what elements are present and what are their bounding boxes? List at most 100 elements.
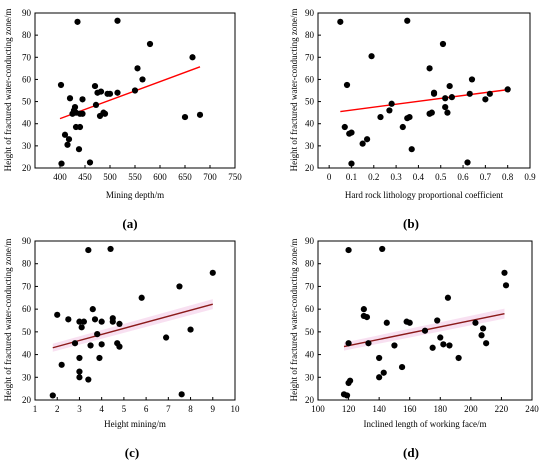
chart-b-yticks: 20 30 40 50 60 70 80 90	[305, 8, 321, 173]
x-tick-label: 5	[122, 404, 127, 414]
data-point	[76, 368, 83, 375]
data-point	[343, 81, 351, 89]
x-tick-label: 600	[153, 172, 167, 182]
data-point	[114, 17, 121, 24]
data-point	[209, 269, 216, 276]
data-point	[187, 326, 194, 333]
data-point	[446, 82, 453, 90]
x-tick-label: 180	[434, 404, 448, 414]
y-tick-label: 80	[22, 30, 32, 40]
data-point	[345, 246, 352, 254]
chart-d-xticks: 100 120 140 160 180 200 220 240	[311, 397, 539, 414]
data-point	[337, 18, 344, 25]
data-point	[341, 123, 348, 131]
x-tick-label: 8	[188, 404, 193, 414]
data-point	[97, 88, 105, 95]
data-point	[386, 107, 393, 114]
data-point	[343, 392, 351, 399]
y-tick-label: 30	[22, 372, 32, 382]
y-tick-label: 80	[305, 30, 315, 40]
data-point	[139, 76, 146, 83]
data-point	[376, 354, 383, 362]
x-tick-label: 1	[33, 404, 38, 414]
data-point	[437, 334, 444, 341]
y-tick-label: 40	[22, 119, 32, 129]
data-point	[78, 324, 85, 331]
x-tick-label: 0	[327, 172, 332, 182]
data-point	[116, 343, 123, 350]
y-tick-label: 20	[22, 163, 32, 173]
data-point	[379, 245, 386, 253]
data-point	[79, 96, 86, 103]
data-point	[66, 95, 74, 102]
chart-b-xticks: 0 0.1 0.2 0.3 0.4 0.5 0.6 0.7 0.8 0.9	[327, 165, 536, 182]
data-point	[380, 369, 387, 376]
x-tick-label: 0.4	[413, 172, 425, 182]
data-point	[440, 341, 447, 348]
chart-d-points	[340, 245, 510, 399]
y-tick-label: 50	[22, 97, 32, 107]
data-point	[363, 136, 371, 143]
data-point	[376, 374, 383, 381]
data-point	[91, 82, 99, 90]
chart-a-points	[57, 17, 204, 167]
data-point	[75, 146, 83, 153]
x-tick-label: 0.2	[368, 172, 379, 182]
data-point	[360, 306, 367, 313]
data-point	[101, 110, 109, 117]
chart-c-xlabel: Height mining/m	[104, 419, 166, 429]
data-point	[76, 123, 84, 131]
plot-frame-d	[317, 240, 533, 401]
y-tick-label: 80	[305, 259, 315, 269]
y-tick-label: 50	[305, 327, 315, 337]
x-tick-label: 10	[231, 404, 241, 414]
data-point	[58, 361, 65, 368]
trendline	[340, 88, 511, 113]
data-point	[483, 340, 490, 347]
data-point	[89, 306, 96, 313]
x-tick-label: 7	[166, 404, 171, 414]
x-tick-label: 0.7	[480, 172, 492, 182]
x-tick-label: 240	[525, 404, 539, 414]
y-tick-label: 40	[305, 350, 315, 360]
y-tick-label: 70	[305, 52, 315, 62]
data-point	[87, 342, 94, 349]
data-point	[106, 90, 114, 97]
data-point	[444, 294, 452, 301]
data-point	[486, 90, 493, 97]
data-point	[446, 342, 453, 349]
data-point	[74, 18, 81, 25]
data-point	[383, 319, 390, 326]
data-point	[76, 374, 83, 381]
chart-a: 400 450 500 550 600 650 700 750 20 30 40 50 60 70 80 9…	[3, 8, 242, 231]
y-tick-label: 50	[305, 97, 315, 107]
x-tick-label: 9	[211, 404, 216, 414]
data-point	[76, 318, 83, 325]
data-point	[398, 363, 406, 371]
y-tick-label: 20	[22, 395, 32, 405]
x-tick-label: 0.9	[524, 172, 536, 182]
y-tick-label: 60	[22, 74, 32, 84]
x-tick-label: 140	[372, 404, 386, 414]
data-point	[134, 65, 141, 72]
data-point	[114, 89, 121, 96]
y-tick-label: 30	[305, 141, 315, 151]
data-point	[388, 100, 395, 107]
data-point	[91, 316, 99, 323]
x-tick-label: 0.1	[346, 172, 357, 182]
data-point	[348, 160, 355, 167]
data-point	[464, 159, 471, 166]
x-tick-label: 4	[99, 404, 104, 414]
x-tick-label: 220	[495, 404, 509, 414]
x-tick-label: 6	[144, 404, 149, 414]
data-point	[408, 146, 415, 153]
data-point	[64, 141, 71, 148]
data-point	[434, 317, 441, 324]
data-point	[479, 325, 487, 332]
chart-b: 0 0.1 0.2 0.3 0.4 0.5 0.6 0.7 0.8 0.9 20 30 40 50 60 7…	[289, 8, 536, 231]
data-point	[482, 96, 489, 103]
data-point	[196, 111, 204, 118]
data-point	[57, 81, 65, 89]
x-tick-label: 0.8	[502, 172, 514, 182]
data-point	[76, 354, 83, 362]
